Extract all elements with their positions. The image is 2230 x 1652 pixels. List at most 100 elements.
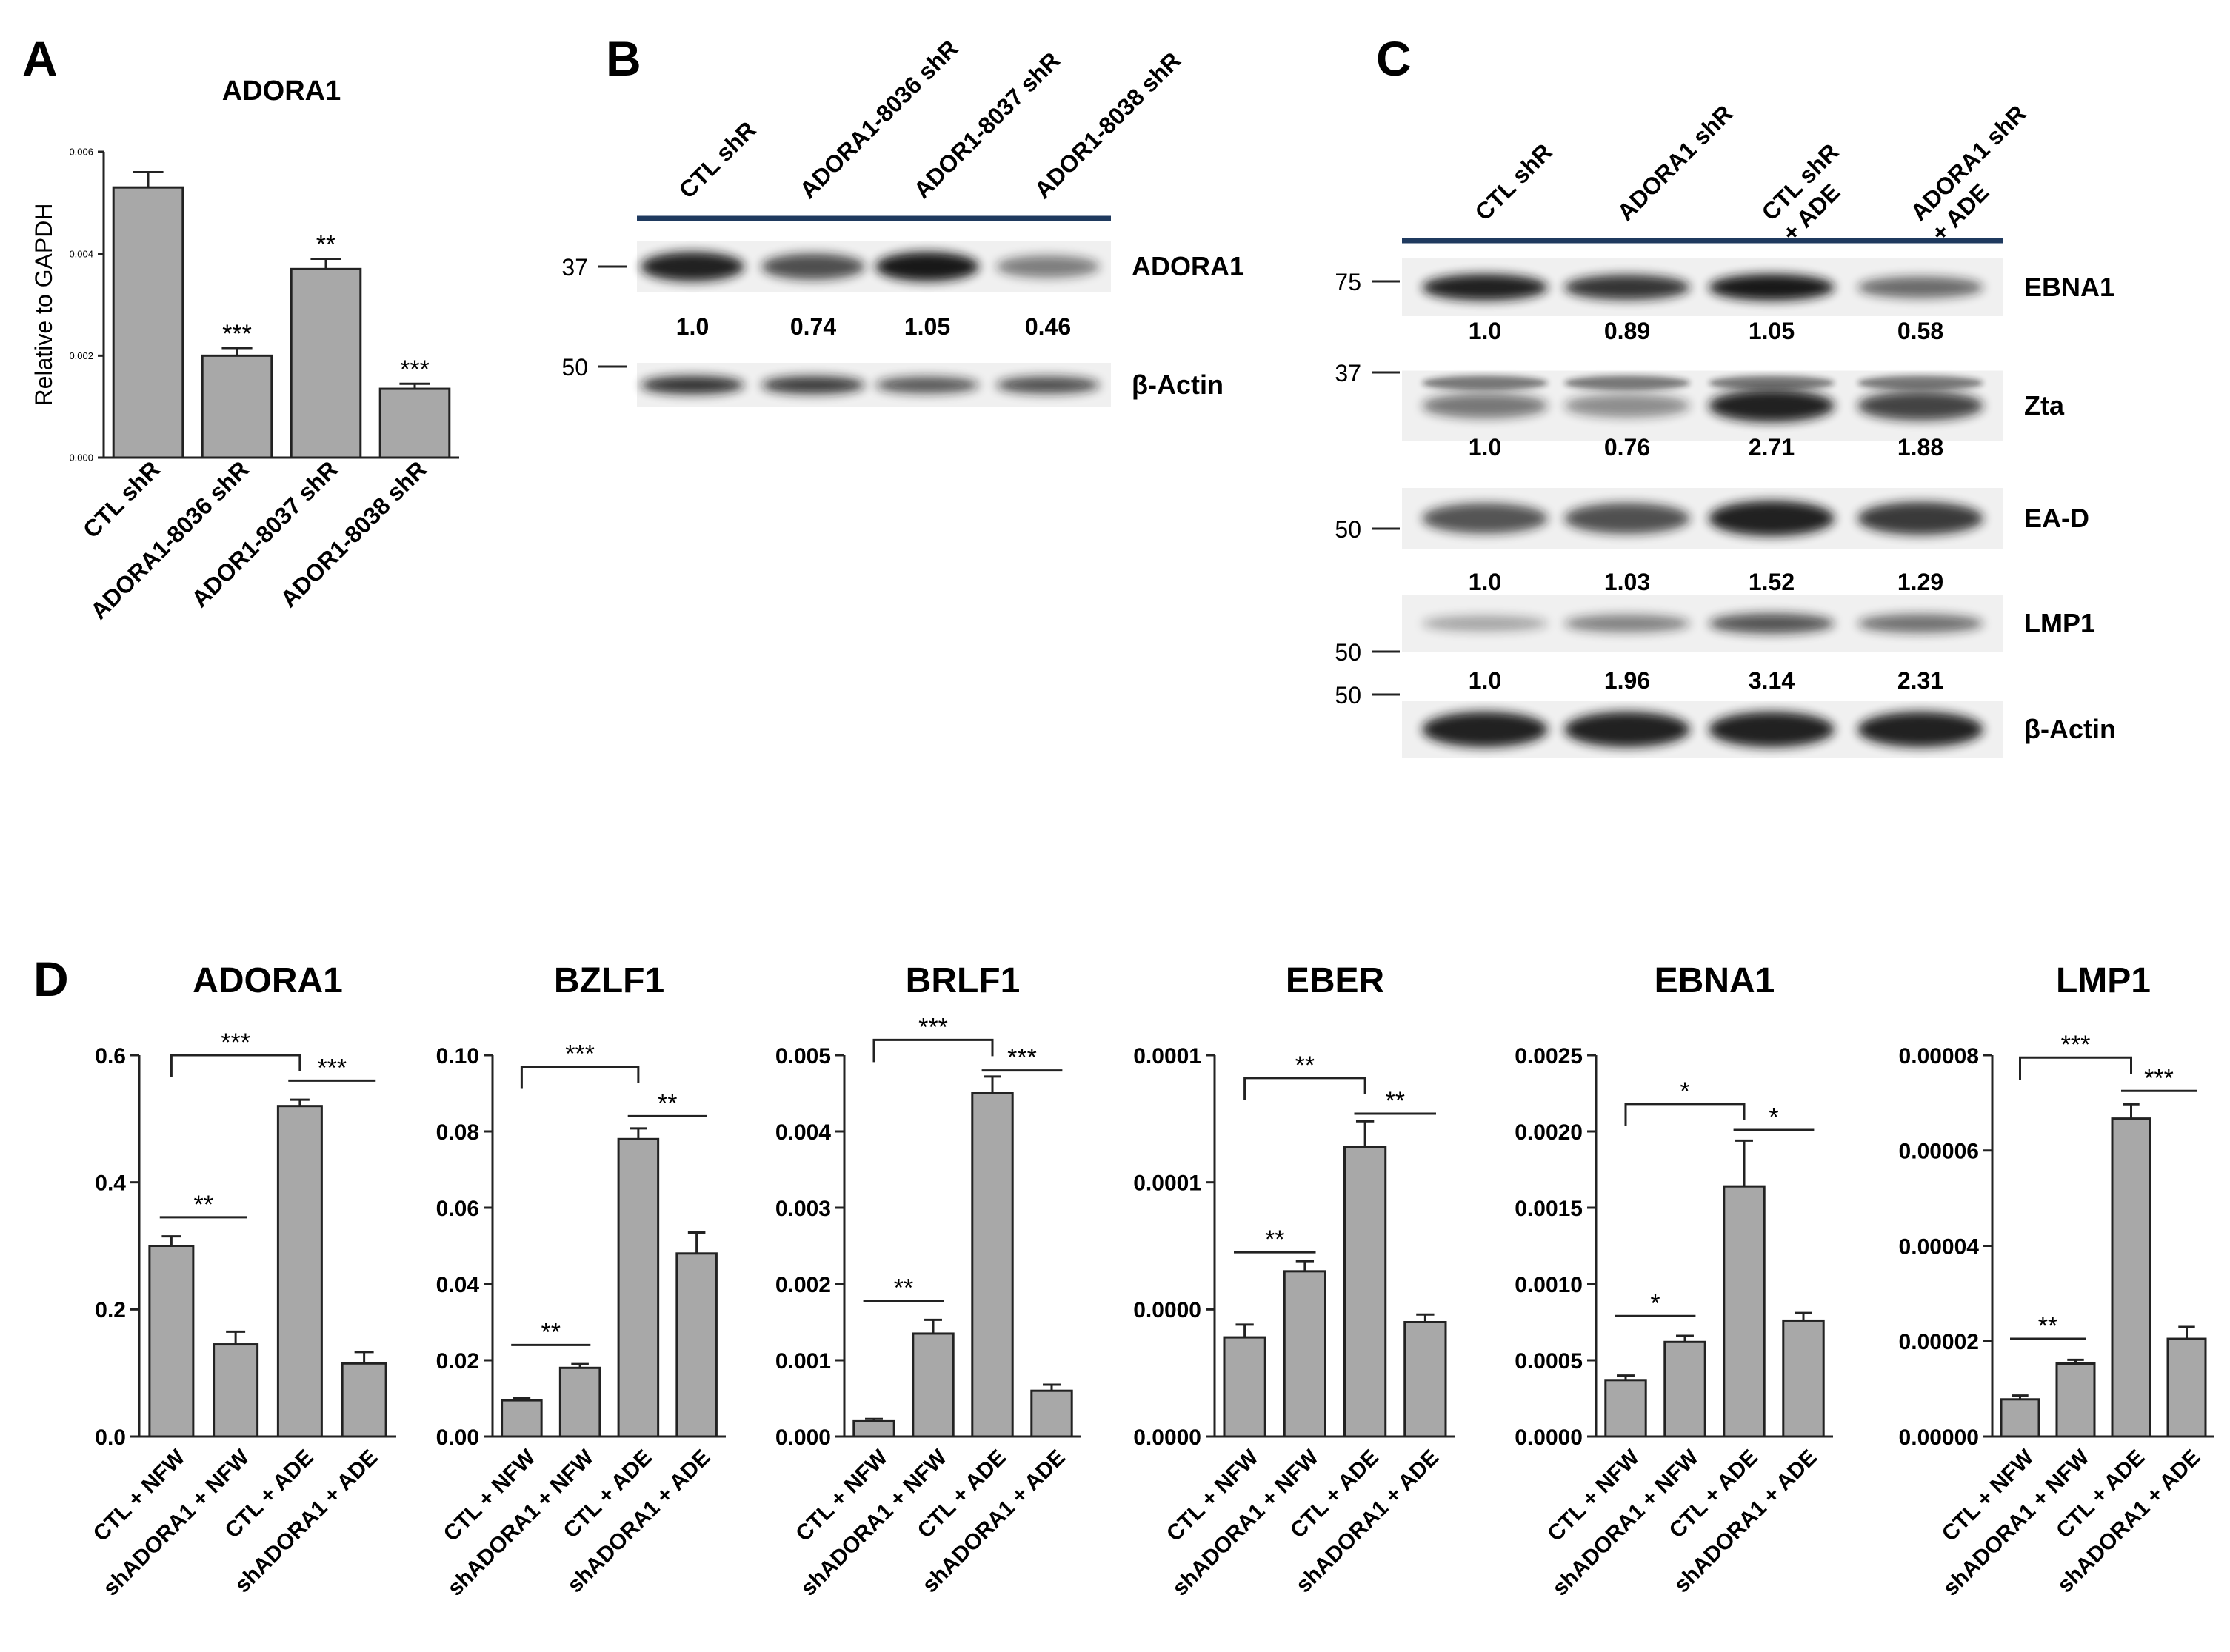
x-tick-label: ADOR1-8037 shR [186,455,343,612]
protein-band [1564,503,1690,534]
bar [501,1399,543,1438]
significance-label: ** [1386,1087,1405,1115]
panel-d-letter: D [33,952,69,1006]
protein-band [1422,503,1548,534]
bar-chart-lmp1: LMP10.000000.000020.000040.000060.00008C… [1899,961,2214,1601]
y-tick-label: 0.0025 [1515,1044,1583,1069]
significance-label: *** [2061,1031,2091,1059]
chart-title: BZLF1 [554,961,664,1000]
protein-band [1564,712,1690,747]
significance-bracket [1624,1103,1746,1126]
protein-band [996,255,1100,278]
bar [148,1245,195,1438]
mw-marker-label: 75 [1335,269,1361,295]
y-tick-label: 0.004 [775,1120,831,1145]
significance-label: *** [317,1054,347,1082]
band-quantification: 1.0 [1469,318,1501,344]
protein-band [1422,712,1548,747]
protein-band [1857,390,1983,421]
significance-label: *** [400,355,430,384]
band-quantification: 1.0 [1469,667,1501,694]
significance-label: ** [1265,1225,1284,1254]
y-tick-label: 0.0 [95,1425,126,1450]
y-tick-label: 0.0005 [1515,1349,1583,1374]
bar [290,267,362,459]
significance-bracket [170,1054,301,1077]
band-quantification: 3.14 [1749,667,1795,694]
band-quantification: 1.52 [1749,569,1795,595]
panel-a-chart: ADORA1 0.000 0.002 0.004 0.006 Relative to GA… [30,76,459,624]
significance-label: *** [2144,1064,2174,1092]
significance-label: * [1680,1077,1689,1106]
y-tick-label: 0.002 [69,350,93,361]
y-tick-label: 0.00008 [1899,1044,1979,1069]
lane-label: ADORA1 shR [1612,100,1737,226]
y-tick-label: 0.00006 [1899,1140,1979,1164]
protein-band [1857,712,1983,747]
panel-a-letter: A [22,31,58,86]
band-quantification: 0.46 [1025,313,1071,340]
y-tick-label: 0.10 [436,1044,479,1069]
y-tick-label: 0.0020 [1515,1120,1583,1145]
protein-band [641,375,744,395]
significance-label: * [1650,1289,1660,1317]
bar [1782,1319,1825,1438]
bar [912,1332,955,1438]
bar [558,1366,601,1438]
band-quantification: 1.29 [1897,569,1943,595]
mw-marker-label: 50 [1335,682,1361,709]
protein-band [1709,389,1835,422]
bar [2166,1337,2207,1438]
mw-marker-label: 50 [1335,639,1361,666]
y-tick-label: 0.00002 [1899,1330,1979,1354]
significance-label: ** [194,1191,213,1219]
y-tick-label: 0.00004 [1899,1234,1980,1259]
blot-row-label: Zta [2024,390,2065,421]
significance-label: ** [1295,1051,1315,1080]
band-quantification: 1.03 [1604,569,1650,595]
bar [1283,1270,1326,1438]
y-tick-label: 0.003 [775,1197,831,1221]
protein-band [1857,501,1983,535]
lane-label: CTL shR [673,116,761,204]
significance-label: ** [894,1274,913,1302]
significance-label: ** [316,231,335,259]
protein-band [1857,276,1983,298]
x-tick-label: ADORA1-8036 shR [85,455,254,624]
chart-title: ADORA1 [222,76,341,107]
mw-marker-label: 50 [561,354,588,381]
chart-title: EBNA1 [1655,961,1775,1000]
band-quantification: 1.05 [904,313,950,340]
significance-label: * [1769,1103,1778,1131]
bar-chart-ebna1: EBNA1 0.0000 0.0005 0.0010 0.0015 0.0020 0.002… [1515,961,1833,1601]
bar [1343,1146,1387,1438]
y-axis-label: Relative to GAPDH [30,204,57,407]
protein-band [641,252,744,281]
y-tick-label: 0.2 [95,1298,126,1322]
protein-band-upper [1564,375,1690,391]
x-tick-label: ADOR1-8038 shR [275,455,432,612]
bar [1403,1321,1447,1438]
bar [617,1137,660,1438]
chart-title: EBER [1286,961,1384,1000]
band-quantification: 1.0 [1469,569,1501,595]
significance-bracket [2019,1056,2132,1080]
bar [112,186,184,459]
bar [1723,1185,1766,1438]
protein-band [1564,614,1690,633]
protein-band-upper [1857,375,1983,391]
bar [1223,1336,1266,1438]
bar [341,1362,387,1438]
blot-row-label: LMP1 [2024,608,2095,638]
significance-label: *** [221,1029,250,1057]
band-quantification: 1.0 [1469,434,1501,461]
y-tick-label: 0.0001 [1133,1171,1201,1195]
mw-marker-label: 37 [561,254,588,281]
protein-band [1709,613,1835,634]
bar [1604,1379,1647,1438]
protein-band [1709,274,1835,301]
